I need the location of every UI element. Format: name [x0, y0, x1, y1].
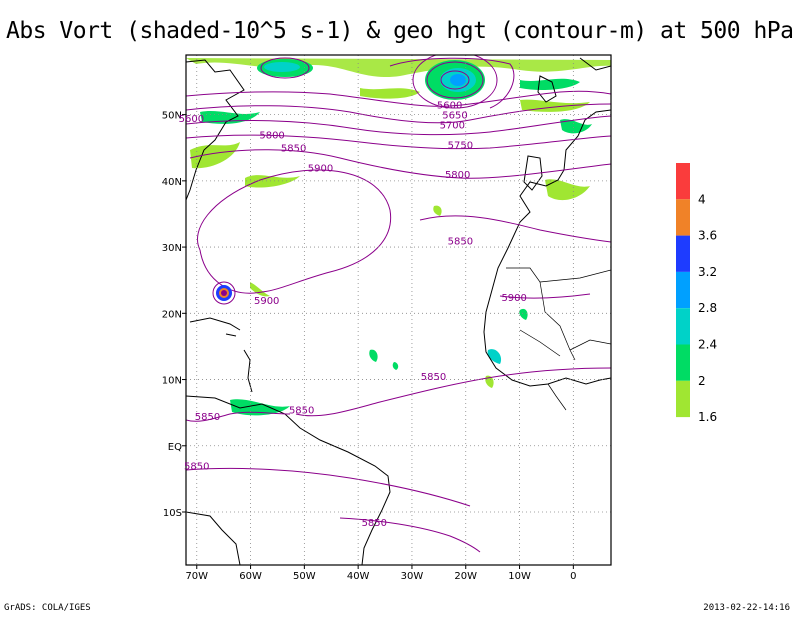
lat-tick-label: 10S — [163, 508, 182, 519]
contour-label: 5600 — [179, 114, 204, 125]
lon-tick-label: 20W — [454, 571, 477, 582]
lat-tick-label: 50N — [162, 111, 182, 122]
lat-tick-label: 10N — [162, 376, 182, 387]
contour-label: 5800 — [259, 130, 284, 141]
lon-tick-label: 0 — [570, 571, 576, 582]
lat-tick-label: 30N — [162, 243, 182, 254]
height-contours — [186, 55, 611, 553]
colorbar-swatch — [676, 344, 690, 381]
lon-tick-label: 70W — [185, 571, 208, 582]
colorbar-swatch — [676, 380, 690, 418]
contour-label: 5900 — [254, 296, 279, 307]
longitude-axis: 70W 60W 50W 40W 30W 20W 10W 0 — [185, 565, 577, 582]
contour-label: 5850 — [421, 372, 446, 383]
contour-label: 5850 — [362, 518, 387, 529]
contour-label: 5850 — [289, 405, 314, 416]
latitude-axis: 50N 40N 30N 20N 10N EQ 10S — [162, 111, 186, 519]
map-frame — [185, 54, 612, 566]
colorbar-label: 2.4 — [698, 338, 717, 352]
colorbar-swatch — [676, 271, 690, 309]
contour-label: 5600 — [437, 101, 462, 112]
contour-label: 5800 — [445, 170, 470, 181]
lat-tick-label: 20N — [162, 309, 182, 320]
lon-tick-label: 40W — [347, 571, 370, 582]
lat-tick-label: 40N — [162, 177, 182, 188]
tropical-vortex — [212, 281, 236, 305]
colorbar-swatch — [676, 199, 690, 236]
contour-labels: 5600565057005750580058005850590058505900… — [179, 101, 527, 529]
colorbar-label: 1.6 — [698, 410, 717, 424]
colorbar-label: 3.6 — [698, 229, 717, 243]
contour-label: 5650 — [442, 111, 467, 122]
colorbar-label: 2 — [698, 374, 706, 388]
colorbar-swatch — [676, 163, 690, 200]
footer-credit: GrADS: COLA/IGES — [4, 603, 91, 613]
map-title: Abs Vort (shaded-10^5 s-1) & geo hgt (co… — [6, 18, 794, 44]
contour-label: 5750 — [448, 140, 473, 151]
lon-tick-label: 30W — [401, 571, 424, 582]
colorbar-label: 2.8 — [698, 301, 717, 315]
contour-label: 5700 — [440, 121, 465, 132]
footer-timestamp: 2013-02-22-14:16 — [703, 603, 790, 613]
contour-label: 5900 — [308, 164, 333, 175]
contour-label: 5850 — [281, 144, 306, 155]
coastlines — [186, 57, 611, 565]
colorbar-swatch — [676, 235, 690, 272]
colorbar: 1.6 2 2.4 2.8 3.2 3.6 4 — [676, 163, 717, 424]
contour-label: 5850 — [448, 236, 473, 247]
lon-tick-label: 60W — [239, 571, 262, 582]
colorbar-label: 4 — [698, 192, 706, 206]
lat-lon-grid — [186, 55, 611, 565]
colorbar-swatch — [676, 308, 690, 345]
contour-label: 5850 — [195, 412, 220, 423]
contour-label: 5900 — [501, 293, 526, 304]
lon-tick-label: 10W — [508, 571, 531, 582]
lon-tick-label: 50W — [293, 571, 316, 582]
contour-label: 5850 — [184, 462, 209, 473]
colorbar-label: 3.2 — [698, 265, 717, 279]
lat-tick-label: EQ — [168, 442, 182, 453]
